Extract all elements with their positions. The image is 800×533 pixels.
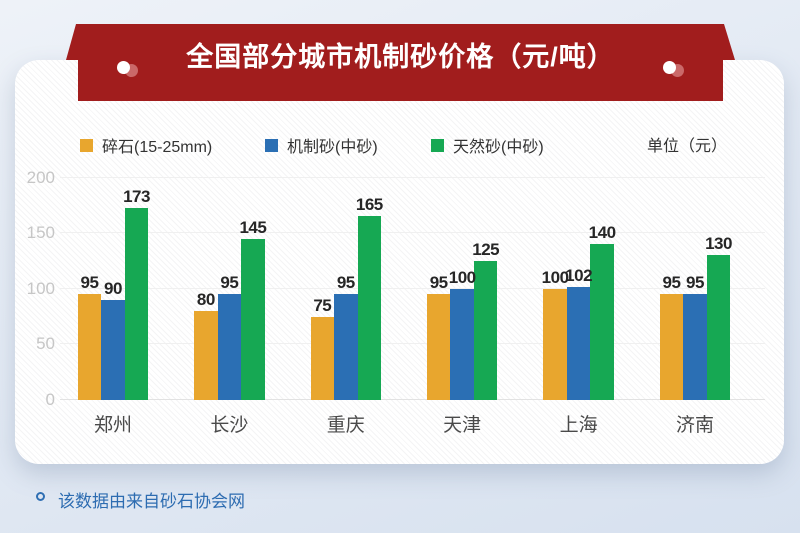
source-note: 该数据由来自砂石协会网: [58, 492, 245, 511]
bar-rect: [590, 244, 614, 400]
title-banner: 全国部分城市机制砂价格（元/吨）: [66, 24, 735, 101]
banner-dot-left-icon: [117, 61, 130, 74]
bar-rect: [566, 286, 591, 400]
bar-rect: [334, 294, 358, 400]
bar-rect: [450, 288, 474, 400]
legend-item-crushed-stone: 碎石(15-25mm): [80, 133, 212, 157]
plot-area: 95 90 173 80 95 145 75 95 165 95 100 125 100 102 140 95…: [60, 160, 765, 400]
bar: 165: [355, 160, 383, 400]
bar-rect: [473, 260, 498, 400]
legend-item-natural-sand: 天然砂(中砂): [431, 133, 544, 157]
circle-bullet-icon: [36, 492, 45, 501]
gridline: [60, 232, 765, 234]
y-tick-label: 0: [45, 390, 55, 409]
bar: 130: [705, 160, 732, 400]
bar: 75: [310, 160, 335, 400]
legend-label: 碎石(15-25mm): [102, 139, 213, 156]
bar-group: 95 90 173: [77, 160, 150, 400]
bar-value-label: 75: [313, 295, 332, 315]
bar: 140: [588, 160, 616, 400]
bar-value-label: 173: [123, 186, 150, 206]
legend-swatch: [265, 138, 278, 152]
bar-value-label: 100: [448, 267, 476, 287]
y-axis: 0 50 100 150 200: [15, 160, 55, 410]
bar-group: 95 100 125: [426, 160, 500, 400]
bar: 100: [541, 160, 569, 400]
bar-value-label: 165: [355, 195, 383, 215]
bar-value-label: 95: [429, 273, 448, 293]
footer: 该数据由来自砂石协会网: [0, 484, 800, 514]
bar: 95: [659, 160, 684, 400]
bar-value-label: 100: [541, 267, 569, 287]
x-tick-label: 长沙: [210, 415, 249, 436]
gridline: [60, 343, 765, 345]
bar: 100: [448, 160, 476, 400]
bar-value-label: 95: [220, 273, 239, 293]
bar-rect: [217, 294, 242, 400]
gridline: [60, 176, 765, 178]
x-tick-label: 天津: [443, 415, 482, 436]
bar-rect: [357, 216, 382, 400]
bar-value-label: 95: [80, 273, 99, 293]
chart-card: 碎石(15-25mm) 机制砂(中砂) 天然砂(中砂) 单位（元） 0 50 100…: [15, 60, 784, 464]
bar-value-label: 90: [104, 278, 122, 298]
bar-rect: [706, 255, 731, 400]
bar-value-label: 95: [686, 273, 704, 293]
x-tick-label: 济南: [675, 415, 714, 436]
bar-rect: [310, 316, 335, 400]
bar-rect: [543, 288, 567, 400]
bar-rect: [683, 294, 707, 400]
bar-value-label: 102: [565, 265, 593, 285]
bar-rect: [659, 294, 684, 400]
page-title: 全国部分城市机制砂价格（元/吨）: [186, 42, 615, 72]
bar-value-label: 145: [239, 217, 267, 237]
y-tick-label: 150: [26, 223, 55, 243]
legend-swatch: [431, 138, 444, 152]
y-tick-label: 200: [26, 167, 55, 187]
bar-value-label: 95: [336, 273, 355, 293]
bar: 125: [472, 160, 500, 400]
banner-dot-right-icon: [663, 61, 676, 74]
bar-value-label: 130: [705, 234, 732, 254]
bar: 95: [683, 160, 707, 400]
bar: 102: [565, 160, 593, 400]
x-tick-label: 上海: [559, 415, 598, 436]
bar-value-label: 125: [472, 239, 500, 259]
bar-rect: [426, 294, 451, 400]
legend-swatch: [80, 138, 93, 152]
bar: 80: [194, 160, 218, 400]
legend-label: 天然砂(中砂): [453, 139, 544, 156]
bar-rect: [241, 238, 265, 400]
bar: 95: [426, 160, 451, 400]
legend-label: 机制砂(中砂): [287, 139, 378, 156]
y-tick-label: 50: [36, 334, 55, 354]
bar-group: 75 95 165: [310, 160, 383, 400]
bar-value-label: 80: [196, 290, 215, 309]
bar-rect: [194, 311, 218, 400]
bar: 90: [101, 160, 125, 400]
bar-rect: [124, 207, 149, 400]
bar: 95: [334, 160, 358, 400]
x-tick-label: 郑州: [93, 415, 132, 436]
unit-label: 单位（元）: [646, 138, 727, 155]
y-tick-label: 100: [26, 278, 55, 298]
x-tick-label: 重庆: [326, 415, 365, 436]
bar-group: 100 102 140: [541, 160, 616, 400]
bar-rect: [77, 294, 102, 400]
legend-item-machine-sand: 机制砂(中砂): [265, 133, 378, 157]
bar: 95: [77, 160, 102, 400]
gridline: [60, 287, 765, 289]
bar: 95: [217, 160, 242, 400]
bar-group: 80 95 145: [193, 160, 267, 400]
x-axis-line: [60, 399, 765, 400]
bar: 173: [123, 160, 150, 400]
bar-value-label: 140: [588, 223, 616, 243]
bar-value-label: 95: [662, 273, 681, 293]
bar-rect: [101, 299, 125, 400]
bar: 145: [239, 160, 267, 400]
bar-group: 95 95 130: [659, 160, 732, 400]
x-axis: 郑州 长沙 重庆 天津 上海 济南: [60, 410, 765, 436]
